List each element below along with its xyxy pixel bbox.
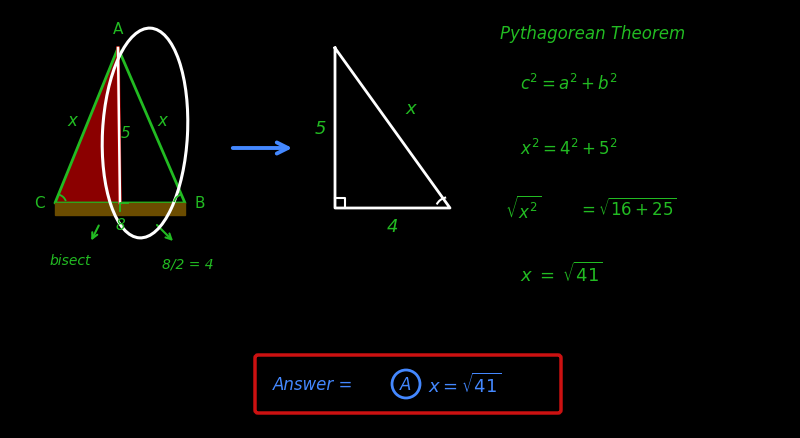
Text: $= \sqrt{16 + 25}$: $= \sqrt{16 + 25}$ bbox=[578, 198, 677, 219]
Text: Pythagorean Theorem: Pythagorean Theorem bbox=[500, 25, 686, 43]
Text: A: A bbox=[113, 22, 123, 37]
Text: 4: 4 bbox=[386, 218, 398, 236]
Text: $x = \sqrt{41}$: $x = \sqrt{41}$ bbox=[428, 372, 501, 396]
Text: 5: 5 bbox=[121, 126, 131, 141]
Text: x: x bbox=[67, 112, 77, 130]
Polygon shape bbox=[55, 204, 185, 215]
Text: $x \;=\; \sqrt{41}$: $x \;=\; \sqrt{41}$ bbox=[520, 261, 603, 286]
Text: $\sqrt{x^2}$: $\sqrt{x^2}$ bbox=[505, 195, 541, 222]
Text: x: x bbox=[157, 112, 167, 130]
Text: $c^2 = a^2 + b^2$: $c^2 = a^2 + b^2$ bbox=[520, 74, 618, 94]
Text: x: x bbox=[405, 100, 416, 118]
Text: Answer =: Answer = bbox=[273, 375, 354, 393]
Polygon shape bbox=[55, 49, 120, 204]
Text: 8/2 = 4: 8/2 = 4 bbox=[162, 256, 214, 270]
Text: B: B bbox=[195, 196, 206, 211]
Text: A: A bbox=[400, 375, 412, 393]
Text: C: C bbox=[34, 196, 45, 211]
Text: 8: 8 bbox=[115, 218, 125, 233]
Text: 5: 5 bbox=[314, 120, 326, 138]
Text: $x^2 = 4^2 + 5^2$: $x^2 = 4^2 + 5^2$ bbox=[520, 139, 618, 159]
Text: bisect: bisect bbox=[50, 254, 90, 267]
